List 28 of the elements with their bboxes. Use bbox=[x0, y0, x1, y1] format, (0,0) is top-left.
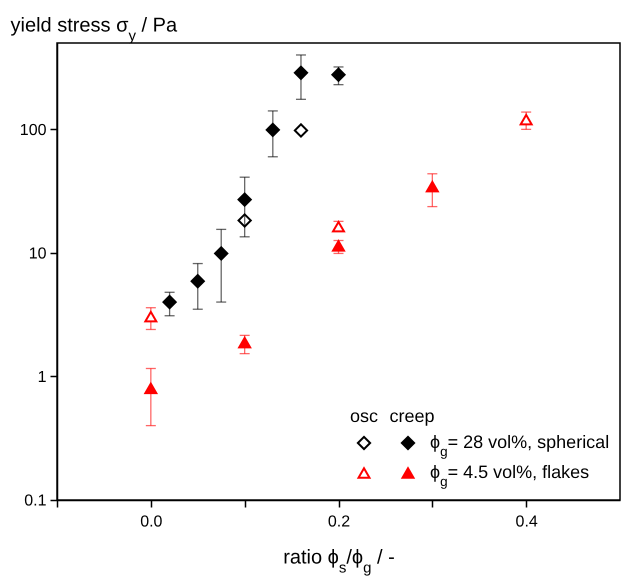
point bbox=[426, 180, 439, 192]
legend-label: ϕ$_{g}$= 28 vol%, spherical bbox=[430, 432, 610, 458]
point bbox=[331, 68, 346, 82]
point bbox=[238, 192, 252, 207]
point bbox=[238, 336, 252, 348]
point bbox=[238, 213, 252, 228]
y-tick-label: 0.1 bbox=[24, 492, 47, 510]
point bbox=[332, 240, 345, 252]
x-tick-label: 0.4 bbox=[516, 514, 538, 530]
point bbox=[520, 114, 533, 126]
point bbox=[294, 66, 308, 80]
point bbox=[332, 220, 345, 232]
y-tick-label: 1 bbox=[38, 368, 47, 386]
point bbox=[190, 274, 205, 288]
point bbox=[144, 310, 158, 322]
y-tick-label: 100 bbox=[20, 122, 47, 139]
x-tick-label: 0.2 bbox=[328, 514, 350, 530]
point bbox=[294, 123, 308, 138]
annotation: osc bbox=[350, 406, 378, 426]
point bbox=[144, 382, 158, 394]
point bbox=[162, 294, 177, 310]
y-tick-label: 10 bbox=[28, 245, 47, 262]
point bbox=[214, 246, 228, 261]
legend-label: ϕ$_{g}$= 4.5 vol%, flakes bbox=[430, 462, 590, 488]
annotation: creep bbox=[389, 406, 435, 426]
point bbox=[266, 122, 280, 138]
x-axis-title: ratio ϕ$_{s}$/ϕ$_{g}$ / - bbox=[283, 546, 395, 576]
x-tick-label: 0.0 bbox=[140, 514, 163, 530]
